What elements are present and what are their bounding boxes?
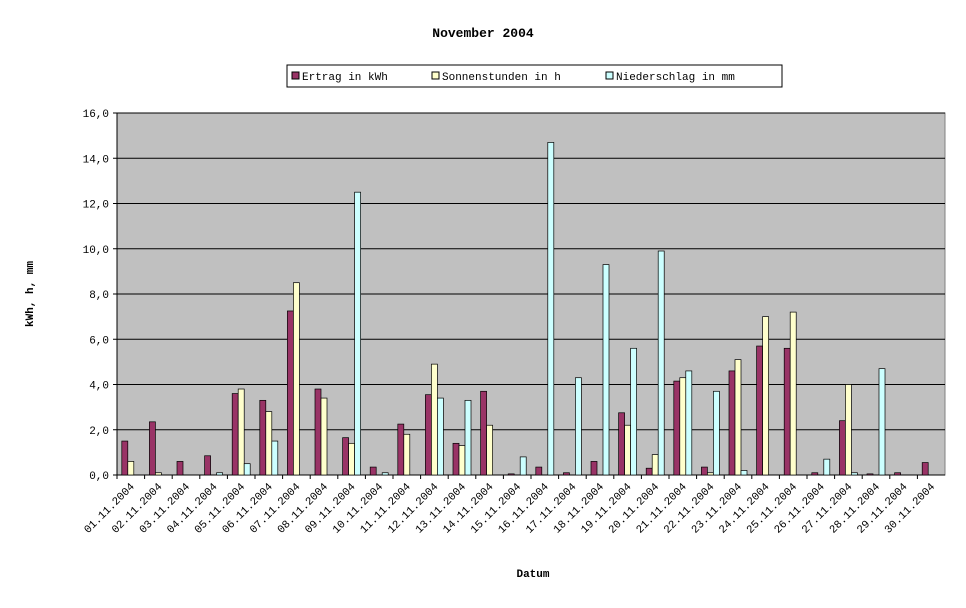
y-tick-label: 0,0 bbox=[89, 471, 109, 483]
bar bbox=[575, 377, 582, 476]
bar bbox=[204, 455, 211, 476]
bar bbox=[452, 442, 460, 476]
bar bbox=[486, 424, 493, 476]
bar bbox=[314, 388, 322, 476]
y-tick-label: 6,0 bbox=[89, 335, 109, 347]
bar bbox=[287, 310, 294, 476]
y-tick-label: 16,0 bbox=[83, 109, 109, 121]
bar bbox=[354, 191, 361, 476]
x-axis-label: Datum bbox=[516, 569, 549, 581]
bar bbox=[369, 466, 377, 476]
bar bbox=[425, 394, 432, 476]
bar bbox=[685, 370, 693, 476]
bar bbox=[437, 397, 444, 476]
bar bbox=[403, 433, 411, 476]
bar bbox=[756, 345, 763, 476]
bar bbox=[431, 363, 438, 476]
legend-swatch bbox=[605, 71, 614, 80]
legend-box bbox=[286, 64, 783, 88]
bar bbox=[259, 399, 267, 476]
bar bbox=[237, 388, 245, 476]
bar bbox=[342, 437, 349, 476]
legend-label: Sonnenstunden in h bbox=[442, 72, 561, 84]
bar bbox=[707, 472, 714, 476]
y-tick-label: 10,0 bbox=[83, 245, 109, 257]
bar bbox=[878, 368, 886, 476]
bar bbox=[293, 282, 300, 476]
bar bbox=[243, 463, 251, 476]
bar bbox=[231, 393, 239, 476]
y-tick-label: 14,0 bbox=[83, 154, 109, 166]
bar bbox=[866, 473, 874, 476]
bar bbox=[701, 466, 708, 476]
bar bbox=[535, 466, 543, 476]
bar bbox=[397, 423, 405, 476]
legend-label: Niederschlag in mm bbox=[616, 72, 735, 84]
bar bbox=[348, 442, 355, 476]
y-tick-label: 2,0 bbox=[89, 426, 109, 438]
bar bbox=[464, 399, 472, 476]
bar bbox=[480, 390, 487, 476]
bar bbox=[590, 461, 598, 476]
bar bbox=[734, 359, 742, 476]
legend-swatch bbox=[431, 71, 440, 80]
bar bbox=[547, 142, 555, 476]
bar bbox=[618, 412, 625, 476]
bar bbox=[921, 462, 929, 476]
bar bbox=[645, 467, 653, 476]
bar bbox=[679, 377, 687, 476]
bar bbox=[823, 458, 831, 476]
bar bbox=[811, 472, 819, 476]
bar bbox=[783, 347, 791, 476]
y-tick-label: 12,0 bbox=[83, 200, 109, 212]
bar bbox=[519, 456, 527, 476]
bar bbox=[845, 384, 852, 476]
bar bbox=[851, 472, 858, 476]
bar bbox=[216, 472, 223, 476]
bar bbox=[507, 473, 515, 476]
bar bbox=[789, 311, 797, 476]
bar bbox=[265, 411, 273, 476]
bar bbox=[762, 316, 769, 476]
y-axis-label: kWh, h, mm bbox=[25, 261, 37, 327]
bar bbox=[602, 264, 610, 476]
bar bbox=[673, 380, 681, 476]
bar bbox=[320, 397, 328, 476]
bar bbox=[651, 454, 659, 476]
bar bbox=[728, 370, 736, 476]
legend-swatch bbox=[291, 71, 300, 80]
bar bbox=[630, 347, 637, 476]
bar bbox=[121, 440, 129, 476]
y-tick-label: 8,0 bbox=[89, 290, 109, 302]
bar bbox=[381, 472, 389, 476]
bar bbox=[149, 421, 156, 476]
bar bbox=[155, 472, 162, 476]
bar bbox=[127, 461, 135, 476]
bar bbox=[740, 470, 748, 476]
bar bbox=[271, 440, 279, 476]
bar bbox=[839, 420, 846, 476]
y-tick-label: 4,0 bbox=[89, 381, 109, 393]
bar bbox=[713, 390, 720, 476]
bar bbox=[657, 250, 665, 476]
bar bbox=[563, 472, 570, 476]
chart-title: November 2004 bbox=[432, 26, 534, 41]
bar bbox=[624, 424, 631, 476]
bar bbox=[176, 461, 184, 476]
bar bbox=[458, 445, 466, 476]
legend-label: Ertrag in kWh bbox=[302, 72, 388, 84]
bar bbox=[894, 472, 901, 476]
